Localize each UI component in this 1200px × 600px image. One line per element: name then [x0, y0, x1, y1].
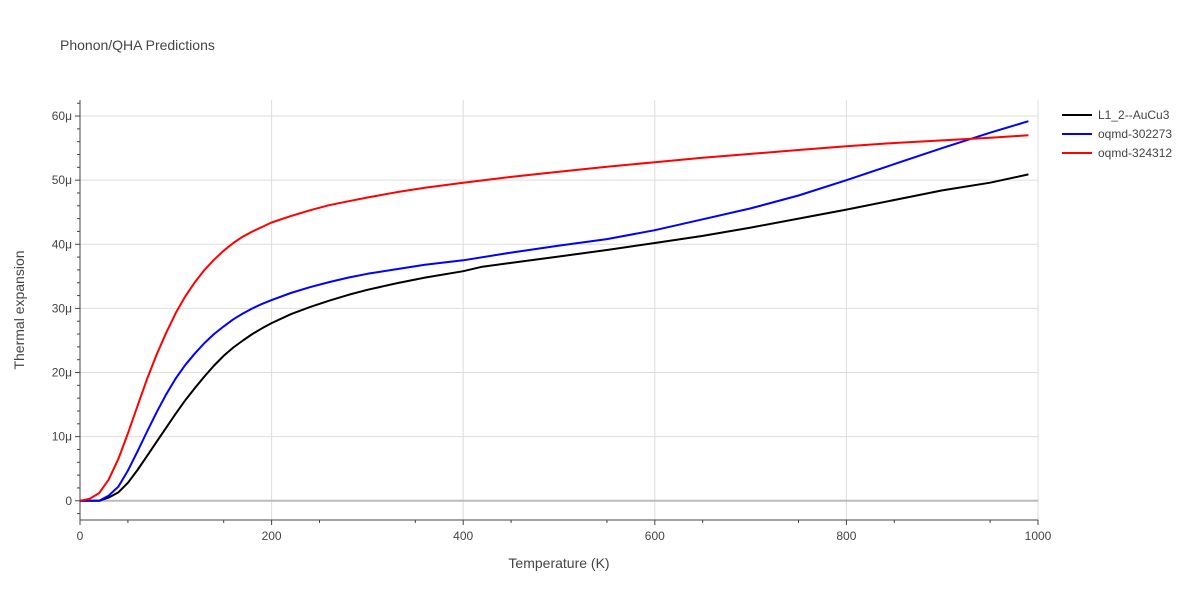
x-tick-label: 0: [77, 529, 84, 543]
y-tick-label: 30μ: [52, 301, 72, 315]
y-tick-label: 50μ: [52, 173, 72, 187]
x-tick-label: 1000: [1025, 529, 1052, 543]
chart-title: Phonon/QHA Predictions: [60, 37, 215, 53]
legend[interactable]: L1_2--AuCu3 oqmd-302273 oqmd-324312: [1062, 108, 1172, 160]
x-tick-label: 400: [453, 529, 473, 543]
y-axis-ticks: 0 10μ 20μ 30μ 40μ 50μ 60μ: [52, 102, 80, 515]
legend-label: L1_2--AuCu3: [1098, 108, 1170, 122]
x-tick-label: 800: [836, 529, 856, 543]
series-line-3[interactable]: [79, 134, 1029, 502]
y-tick-label: 20μ: [52, 366, 72, 380]
legend-label: oqmd-324312: [1098, 146, 1172, 160]
legend-item-3[interactable]: oqmd-324312: [1062, 146, 1172, 160]
series-line-2[interactable]: [80, 120, 1029, 502]
x-axis-title: Temperature (K): [508, 555, 609, 571]
legend-item-1[interactable]: L1_2--AuCu3: [1062, 108, 1170, 122]
series-lines: [79, 120, 1029, 502]
y-gridlines: [80, 115, 1038, 502]
y-tick-label: 10μ: [52, 430, 72, 444]
series-line-1[interactable]: [80, 173, 1029, 502]
x-tick-label: 200: [262, 529, 282, 543]
x-axis-ticks: 0 200 400 600 800 1000: [77, 520, 1052, 543]
y-tick-label: 40μ: [52, 237, 72, 251]
legend-label: oqmd-302273: [1098, 127, 1172, 141]
y-tick-label: 60μ: [52, 109, 72, 123]
y-tick-label: 0: [65, 494, 72, 508]
x-tick-label: 600: [645, 529, 665, 543]
legend-item-2[interactable]: oqmd-302273: [1062, 127, 1172, 141]
x-gridlines: [271, 100, 1039, 520]
y-axis-title: Thermal expansion: [11, 250, 27, 369]
